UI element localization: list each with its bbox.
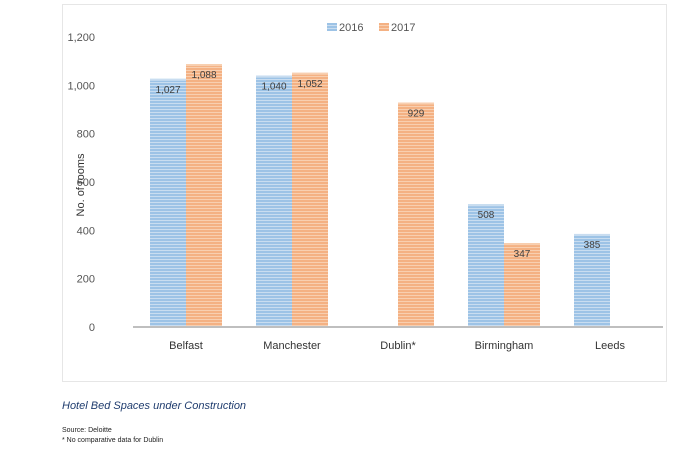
- data-label: 929: [408, 108, 425, 119]
- legend-swatch-2016: [327, 23, 337, 31]
- chart-frame: 2016 2017 0 200 400 600 800 1,000 1,200 No. of …: [62, 4, 667, 382]
- y-tick-label: 1,200: [67, 32, 95, 44]
- bar-2016-0: [150, 78, 186, 327]
- y-tick-label: 200: [77, 274, 95, 286]
- bar-2016-1: [256, 75, 292, 328]
- bar-chart: 2016 2017 0 200 400 600 800 1,000 1,200 No. of …: [67, 22, 663, 352]
- x-tick-label: Birmingham: [475, 340, 534, 352]
- bar-2017-0: [186, 64, 222, 328]
- data-label: 508: [478, 210, 495, 221]
- x-axis: Belfast Manchester Dublin* Birmingham Leeds: [169, 340, 625, 352]
- data-label: 385: [584, 240, 601, 251]
- x-tick-label: Leeds: [595, 340, 625, 352]
- bar-top-edge: [468, 204, 504, 207]
- bars: 1,027 1,088 1,040 1,052 929 508 347 385: [150, 64, 610, 328]
- y-tick-label: 400: [77, 225, 95, 237]
- bar-top-edge: [150, 78, 186, 81]
- data-label: 1,088: [191, 70, 216, 81]
- bar-top-edge: [186, 64, 222, 67]
- x-tick-label: Dublin*: [380, 340, 416, 352]
- legend: 2016 2017: [327, 22, 415, 34]
- chart-caption: Hotel Bed Spaces under Construction: [62, 400, 247, 412]
- y-tick-label: 1,000: [67, 80, 95, 92]
- bar-2016-4: [574, 233, 610, 327]
- x-tick-label: Manchester: [263, 340, 321, 352]
- bar-2017-2: [398, 102, 434, 327]
- footnote-text: * No comparative data for Dublin: [62, 437, 164, 444]
- y-axis-title: No. of rooms: [75, 153, 87, 216]
- x-tick-label: Belfast: [169, 340, 203, 352]
- legend-label: 2016: [339, 22, 363, 34]
- bar-top-edge: [504, 243, 540, 246]
- y-tick-label: 600: [77, 177, 95, 189]
- y-axis: 0 200 400 600 800 1,000 1,200: [67, 32, 95, 334]
- source-text: Source: Deloitte: [62, 427, 112, 434]
- y-tick-label: 800: [77, 129, 95, 141]
- bar-2017-3: [504, 243, 540, 327]
- bar-2017-1: [292, 72, 328, 328]
- data-label: 347: [514, 249, 531, 260]
- data-label: 1,027: [155, 85, 180, 96]
- bar-top-edge: [574, 233, 610, 236]
- data-label: 1,040: [261, 82, 286, 93]
- legend-swatch-2017: [379, 23, 389, 31]
- source-note: Source: Deloitte * No comparative data f…: [62, 426, 163, 446]
- bar-top-edge: [256, 75, 292, 78]
- bar-top-edge: [398, 102, 434, 105]
- y-tick-label: 0: [89, 322, 95, 334]
- legend-label: 2017: [391, 22, 415, 34]
- bar-top-edge: [292, 72, 328, 75]
- data-label: 1,052: [297, 79, 322, 90]
- bar-2016-3: [468, 204, 504, 327]
